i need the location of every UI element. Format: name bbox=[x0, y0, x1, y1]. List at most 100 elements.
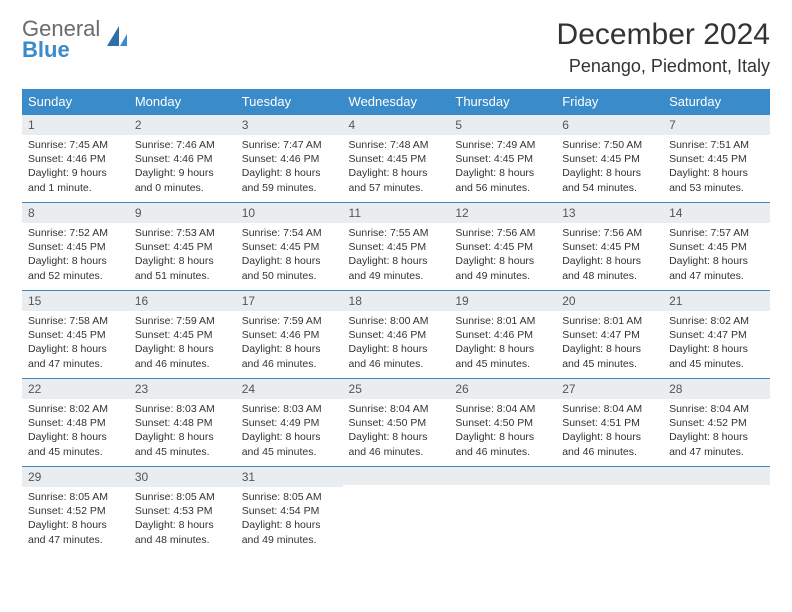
day-number: 3 bbox=[236, 114, 343, 135]
weekday-header: Tuesday bbox=[236, 89, 343, 114]
sunset-text: Sunset: 4:45 PM bbox=[242, 240, 337, 254]
title-block: December 2024 Penango, Piedmont, Italy bbox=[557, 18, 770, 77]
day-number: 31 bbox=[236, 466, 343, 487]
day-number: 7 bbox=[663, 114, 770, 135]
day-number: 30 bbox=[129, 466, 236, 487]
sunset-text: Sunset: 4:46 PM bbox=[135, 152, 230, 166]
day-number: 19 bbox=[449, 290, 556, 311]
day-number: 26 bbox=[449, 378, 556, 399]
day-number: 25 bbox=[343, 378, 450, 399]
sunrise-text: Sunrise: 8:05 AM bbox=[28, 490, 123, 504]
sunrise-text: Sunrise: 8:02 AM bbox=[28, 402, 123, 416]
day-number: 2 bbox=[129, 114, 236, 135]
day-body: Sunrise: 8:00 AMSunset: 4:46 PMDaylight:… bbox=[343, 311, 450, 377]
day-number: 13 bbox=[556, 202, 663, 223]
sunrise-text: Sunrise: 7:58 AM bbox=[28, 314, 123, 328]
sunset-text: Sunset: 4:47 PM bbox=[669, 328, 764, 342]
calendar-day-cell: 4Sunrise: 7:48 AMSunset: 4:45 PMDaylight… bbox=[343, 114, 450, 202]
day-number bbox=[556, 466, 663, 485]
daylight-text: Daylight: 8 hours and 49 minutes. bbox=[242, 518, 337, 546]
sunset-text: Sunset: 4:46 PM bbox=[242, 328, 337, 342]
day-number: 4 bbox=[343, 114, 450, 135]
sunset-text: Sunset: 4:46 PM bbox=[349, 328, 444, 342]
day-number: 11 bbox=[343, 202, 450, 223]
sail-icon bbox=[104, 24, 130, 55]
sunset-text: Sunset: 4:45 PM bbox=[28, 240, 123, 254]
sunset-text: Sunset: 4:45 PM bbox=[349, 240, 444, 254]
day-body: Sunrise: 8:05 AMSunset: 4:53 PMDaylight:… bbox=[129, 487, 236, 553]
calendar-day-cell: 21Sunrise: 8:02 AMSunset: 4:47 PMDayligh… bbox=[663, 290, 770, 378]
day-body: Sunrise: 7:59 AMSunset: 4:45 PMDaylight:… bbox=[129, 311, 236, 377]
daylight-text: Daylight: 8 hours and 54 minutes. bbox=[562, 166, 657, 194]
daylight-text: Daylight: 8 hours and 46 minutes. bbox=[562, 430, 657, 458]
day-number bbox=[343, 466, 450, 485]
month-title: December 2024 bbox=[557, 18, 770, 52]
daylight-text: Daylight: 9 hours and 0 minutes. bbox=[135, 166, 230, 194]
sunrise-text: Sunrise: 7:59 AM bbox=[242, 314, 337, 328]
sunrise-text: Sunrise: 8:05 AM bbox=[135, 490, 230, 504]
day-body: Sunrise: 8:01 AMSunset: 4:47 PMDaylight:… bbox=[556, 311, 663, 377]
sunset-text: Sunset: 4:46 PM bbox=[455, 328, 550, 342]
sunrise-text: Sunrise: 7:56 AM bbox=[562, 226, 657, 240]
daylight-text: Daylight: 8 hours and 45 minutes. bbox=[242, 430, 337, 458]
sunset-text: Sunset: 4:52 PM bbox=[669, 416, 764, 430]
calendar-table: Sunday Monday Tuesday Wednesday Thursday… bbox=[22, 89, 770, 554]
calendar-day-cell: 1Sunrise: 7:45 AMSunset: 4:46 PMDaylight… bbox=[22, 114, 129, 202]
calendar-day-cell: 27Sunrise: 8:04 AMSunset: 4:51 PMDayligh… bbox=[556, 378, 663, 466]
day-body: Sunrise: 8:04 AMSunset: 4:52 PMDaylight:… bbox=[663, 399, 770, 465]
daylight-text: Daylight: 8 hours and 46 minutes. bbox=[349, 342, 444, 370]
calendar-empty-cell bbox=[343, 466, 450, 554]
day-body: Sunrise: 7:50 AMSunset: 4:45 PMDaylight:… bbox=[556, 135, 663, 201]
daylight-text: Daylight: 8 hours and 51 minutes. bbox=[135, 254, 230, 282]
sunrise-text: Sunrise: 7:51 AM bbox=[669, 138, 764, 152]
day-body: Sunrise: 7:54 AMSunset: 4:45 PMDaylight:… bbox=[236, 223, 343, 289]
day-number: 16 bbox=[129, 290, 236, 311]
sunrise-text: Sunrise: 8:01 AM bbox=[455, 314, 550, 328]
day-body: Sunrise: 7:56 AMSunset: 4:45 PMDaylight:… bbox=[556, 223, 663, 289]
calendar-week-row: 22Sunrise: 8:02 AMSunset: 4:48 PMDayligh… bbox=[22, 378, 770, 466]
daylight-text: Daylight: 8 hours and 48 minutes. bbox=[135, 518, 230, 546]
sunset-text: Sunset: 4:45 PM bbox=[562, 152, 657, 166]
calendar-day-cell: 18Sunrise: 8:00 AMSunset: 4:46 PMDayligh… bbox=[343, 290, 450, 378]
day-number: 12 bbox=[449, 202, 556, 223]
day-number: 22 bbox=[22, 378, 129, 399]
sunrise-text: Sunrise: 7:53 AM bbox=[135, 226, 230, 240]
day-body: Sunrise: 8:03 AMSunset: 4:48 PMDaylight:… bbox=[129, 399, 236, 465]
sunrise-text: Sunrise: 8:04 AM bbox=[455, 402, 550, 416]
sunset-text: Sunset: 4:54 PM bbox=[242, 504, 337, 518]
weekday-header: Saturday bbox=[663, 89, 770, 114]
sunrise-text: Sunrise: 7:46 AM bbox=[135, 138, 230, 152]
day-body: Sunrise: 7:47 AMSunset: 4:46 PMDaylight:… bbox=[236, 135, 343, 201]
day-number: 18 bbox=[343, 290, 450, 311]
day-body: Sunrise: 8:03 AMSunset: 4:49 PMDaylight:… bbox=[236, 399, 343, 465]
day-body: Sunrise: 7:53 AMSunset: 4:45 PMDaylight:… bbox=[129, 223, 236, 289]
daylight-text: Daylight: 8 hours and 49 minutes. bbox=[349, 254, 444, 282]
calendar-day-cell: 5Sunrise: 7:49 AMSunset: 4:45 PMDaylight… bbox=[449, 114, 556, 202]
daylight-text: Daylight: 8 hours and 45 minutes. bbox=[669, 342, 764, 370]
sunset-text: Sunset: 4:46 PM bbox=[28, 152, 123, 166]
day-number: 1 bbox=[22, 114, 129, 135]
sunrise-text: Sunrise: 7:54 AM bbox=[242, 226, 337, 240]
day-body: Sunrise: 8:05 AMSunset: 4:54 PMDaylight:… bbox=[236, 487, 343, 553]
sunrise-text: Sunrise: 8:03 AM bbox=[242, 402, 337, 416]
daylight-text: Daylight: 8 hours and 48 minutes. bbox=[562, 254, 657, 282]
daylight-text: Daylight: 8 hours and 56 minutes. bbox=[455, 166, 550, 194]
weekday-header: Friday bbox=[556, 89, 663, 114]
calendar-day-cell: 11Sunrise: 7:55 AMSunset: 4:45 PMDayligh… bbox=[343, 202, 450, 290]
day-body bbox=[343, 485, 450, 535]
day-body bbox=[663, 485, 770, 535]
sunrise-text: Sunrise: 8:02 AM bbox=[669, 314, 764, 328]
calendar-day-cell: 3Sunrise: 7:47 AMSunset: 4:46 PMDaylight… bbox=[236, 114, 343, 202]
sunset-text: Sunset: 4:51 PM bbox=[562, 416, 657, 430]
sunrise-text: Sunrise: 8:00 AM bbox=[349, 314, 444, 328]
calendar-day-cell: 24Sunrise: 8:03 AMSunset: 4:49 PMDayligh… bbox=[236, 378, 343, 466]
day-body: Sunrise: 7:51 AMSunset: 4:45 PMDaylight:… bbox=[663, 135, 770, 201]
day-number: 17 bbox=[236, 290, 343, 311]
sunrise-text: Sunrise: 7:52 AM bbox=[28, 226, 123, 240]
calendar-empty-cell bbox=[663, 466, 770, 554]
daylight-text: Daylight: 8 hours and 50 minutes. bbox=[242, 254, 337, 282]
daylight-text: Daylight: 8 hours and 45 minutes. bbox=[562, 342, 657, 370]
daylight-text: Daylight: 8 hours and 59 minutes. bbox=[242, 166, 337, 194]
sunset-text: Sunset: 4:45 PM bbox=[562, 240, 657, 254]
calendar-day-cell: 6Sunrise: 7:50 AMSunset: 4:45 PMDaylight… bbox=[556, 114, 663, 202]
